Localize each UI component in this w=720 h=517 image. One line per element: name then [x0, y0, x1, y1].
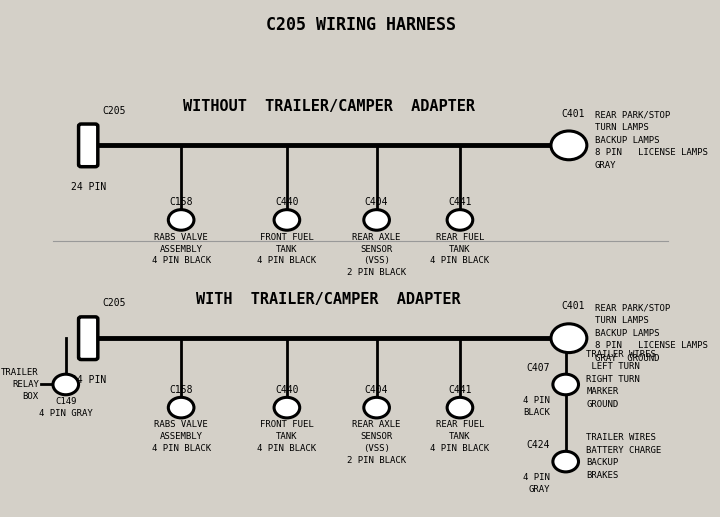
Text: C424: C424 — [526, 440, 549, 450]
Circle shape — [364, 210, 390, 230]
Text: C205 WIRING HARNESS: C205 WIRING HARNESS — [266, 16, 456, 34]
Text: REAR AXLE
SENSOR
(VSS)
2 PIN BLACK: REAR AXLE SENSOR (VSS) 2 PIN BLACK — [347, 233, 406, 277]
Circle shape — [447, 210, 473, 230]
Circle shape — [553, 451, 578, 472]
Text: RABS VALVE
ASSEMBLY
4 PIN BLACK: RABS VALVE ASSEMBLY 4 PIN BLACK — [152, 420, 211, 453]
Text: C401: C401 — [561, 109, 585, 118]
Text: C404: C404 — [365, 385, 388, 395]
Text: C205: C205 — [102, 298, 126, 308]
Circle shape — [447, 398, 473, 418]
Circle shape — [551, 324, 587, 353]
FancyBboxPatch shape — [78, 317, 98, 359]
Circle shape — [364, 398, 390, 418]
Text: REAR FUEL
TANK
4 PIN BLACK: REAR FUEL TANK 4 PIN BLACK — [431, 233, 490, 265]
Text: 24 PIN: 24 PIN — [71, 375, 106, 385]
Text: C441: C441 — [448, 197, 472, 207]
Text: FRONT FUEL
TANK
4 PIN BLACK: FRONT FUEL TANK 4 PIN BLACK — [257, 233, 317, 265]
Text: 4 PIN
GRAY: 4 PIN GRAY — [523, 473, 549, 494]
Text: C401: C401 — [561, 301, 585, 311]
Circle shape — [53, 374, 78, 395]
Text: REAR PARK/STOP
TURN LAMPS
BACKUP LAMPS
8 PIN   LICENSE LAMPS
GRAY: REAR PARK/STOP TURN LAMPS BACKUP LAMPS 8… — [595, 111, 708, 170]
Circle shape — [274, 210, 300, 230]
Circle shape — [551, 131, 587, 160]
Text: C404: C404 — [365, 197, 388, 207]
Text: TRAILER WIRES
BATTERY CHARGE
BACKUP
BRAKES: TRAILER WIRES BATTERY CHARGE BACKUP BRAK… — [586, 433, 662, 480]
Text: REAR PARK/STOP
TURN LAMPS
BACKUP LAMPS
8 PIN   LICENSE LAMPS
GRAY  GROUND: REAR PARK/STOP TURN LAMPS BACKUP LAMPS 8… — [595, 303, 708, 362]
Text: C440: C440 — [275, 197, 299, 207]
Text: 4 PIN
BLACK: 4 PIN BLACK — [523, 396, 549, 417]
Text: C149
4 PIN GRAY: C149 4 PIN GRAY — [39, 398, 93, 418]
Text: FRONT FUEL
TANK
4 PIN BLACK: FRONT FUEL TANK 4 PIN BLACK — [257, 420, 317, 453]
Text: RABS VALVE
ASSEMBLY
4 PIN BLACK: RABS VALVE ASSEMBLY 4 PIN BLACK — [152, 233, 211, 265]
Circle shape — [168, 210, 194, 230]
Text: REAR AXLE
SENSOR
(VSS)
2 PIN BLACK: REAR AXLE SENSOR (VSS) 2 PIN BLACK — [347, 420, 406, 465]
Circle shape — [274, 398, 300, 418]
Text: C440: C440 — [275, 385, 299, 395]
Text: WITHOUT  TRAILER/CAMPER  ADAPTER: WITHOUT TRAILER/CAMPER ADAPTER — [183, 99, 474, 114]
Text: C158: C158 — [169, 385, 193, 395]
Text: TRAILER
RELAY
BOX: TRAILER RELAY BOX — [1, 368, 39, 401]
Text: TRAILER WIRES
 LEFT TURN
RIGHT TURN
MARKER
GROUND: TRAILER WIRES LEFT TURN RIGHT TURN MARKE… — [586, 350, 656, 409]
FancyBboxPatch shape — [78, 124, 98, 166]
Text: C407: C407 — [526, 363, 549, 373]
Text: C205: C205 — [102, 105, 126, 115]
Text: C441: C441 — [448, 385, 472, 395]
Circle shape — [553, 374, 578, 395]
Text: WITH  TRAILER/CAMPER  ADAPTER: WITH TRAILER/CAMPER ADAPTER — [197, 292, 461, 307]
Text: C158: C158 — [169, 197, 193, 207]
Text: REAR FUEL
TANK
4 PIN BLACK: REAR FUEL TANK 4 PIN BLACK — [431, 420, 490, 453]
Text: 24 PIN: 24 PIN — [71, 183, 106, 192]
Circle shape — [168, 398, 194, 418]
